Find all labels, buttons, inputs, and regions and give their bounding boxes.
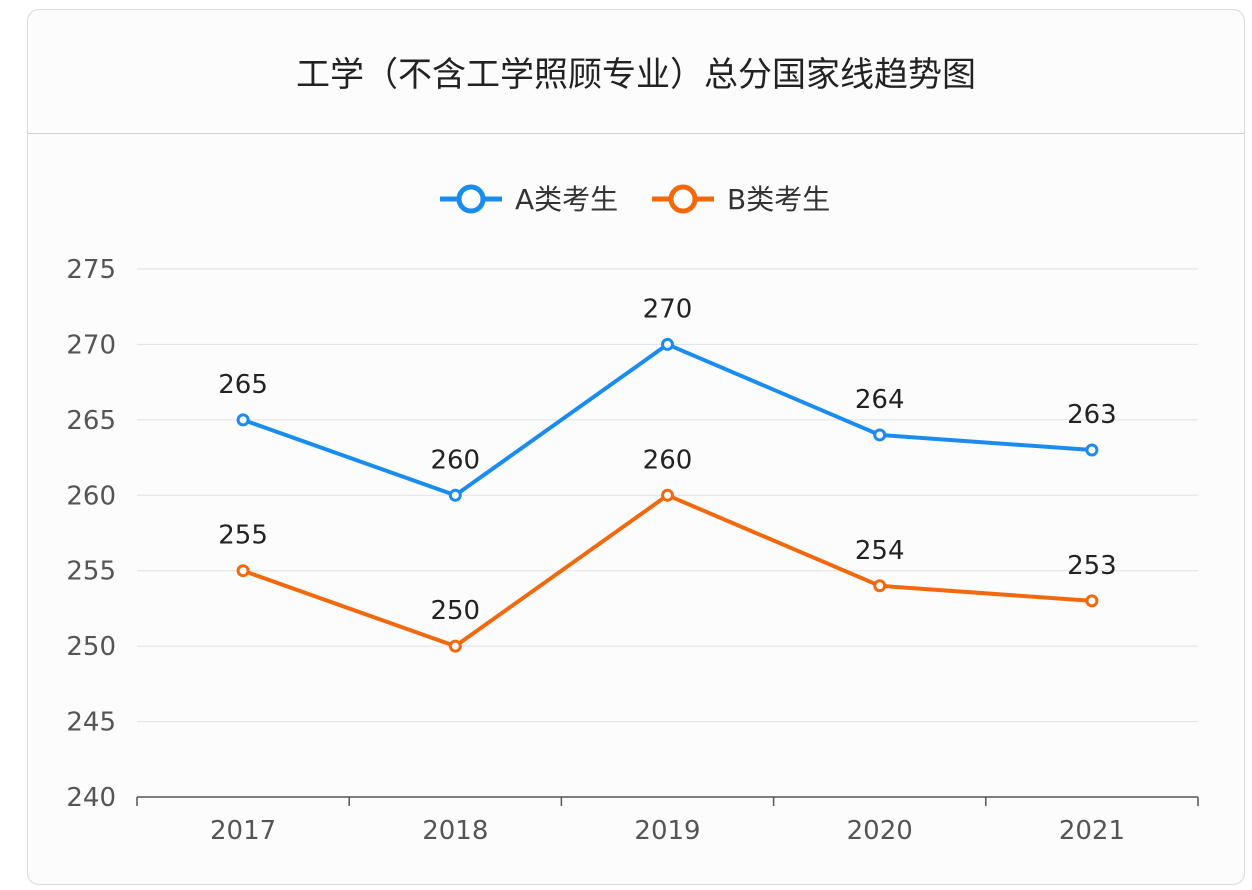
data-label: 270 [643, 294, 693, 324]
data-label: 254 [855, 536, 905, 566]
y-tick-label: 255 [66, 557, 116, 587]
legend-marker-icon [668, 184, 698, 214]
data-point [1085, 594, 1099, 608]
x-tick-label: 2018 [422, 816, 488, 846]
data-label: 250 [430, 596, 480, 626]
data-point [661, 337, 674, 351]
data-point [448, 488, 462, 502]
data-point [236, 413, 250, 427]
data-label: 260 [430, 445, 480, 475]
data-label: 265 [218, 370, 268, 400]
data-point [661, 488, 674, 502]
data-point [873, 579, 887, 593]
chart-title: 工学（不含工学照顾专业）总分国家线趋势图 [28, 10, 1244, 134]
y-tick-label: 250 [66, 632, 116, 662]
y-tick-label: 245 [66, 708, 116, 738]
data-label: 264 [855, 385, 905, 415]
y-tick-label: 265 [66, 406, 116, 436]
y-tick-label: 270 [66, 330, 116, 360]
legend-marker-icon [456, 184, 486, 214]
data-label: 263 [1067, 400, 1117, 430]
x-tick-label: 2020 [847, 816, 913, 846]
data-label: 253 [1067, 551, 1117, 581]
y-tick-label: 275 [66, 255, 116, 285]
y-tick-label: 260 [66, 481, 116, 511]
legend-label: B类考生 [727, 183, 830, 216]
x-tick-label: 2021 [1059, 816, 1125, 846]
data-label: 260 [643, 445, 693, 475]
y-tick-label: 240 [66, 783, 116, 813]
x-tick-label: 2019 [634, 816, 700, 846]
data-point [448, 639, 462, 653]
data-point [873, 428, 887, 442]
x-tick-label: 2017 [210, 816, 276, 846]
data-point [236, 564, 250, 578]
legend-label: A类考生 [515, 183, 618, 216]
data-label: 255 [218, 521, 268, 551]
data-point [1085, 443, 1099, 457]
